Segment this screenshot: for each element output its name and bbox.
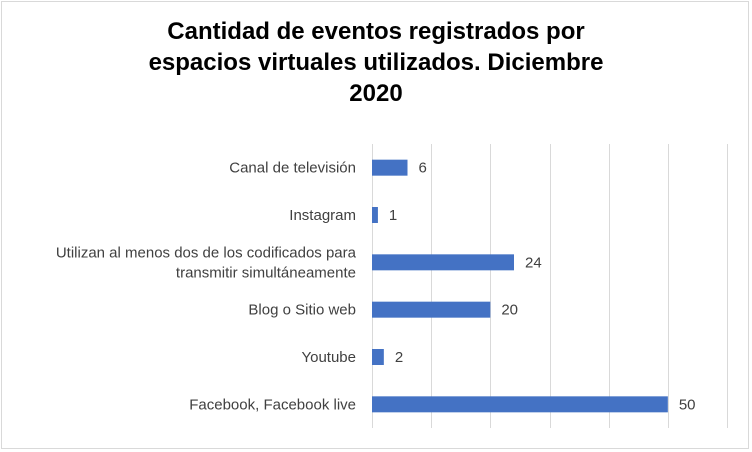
bar	[372, 207, 378, 223]
chart-title-line-1: Cantidad de eventos registrados por	[167, 18, 585, 45]
category-label: Blog o Sitio web	[248, 302, 356, 319]
category-label: Utilizan al menos dos de los codificados…	[56, 244, 357, 261]
category-label: Youtube	[301, 349, 356, 366]
data-label: 20	[501, 302, 518, 319]
bar	[372, 301, 491, 318]
data-label: 2	[395, 349, 403, 366]
data-label: 6	[419, 160, 427, 177]
chart-title-line-3: 2020	[349, 80, 403, 107]
bar	[372, 159, 408, 176]
category-label: transmitir simultáneamente	[176, 264, 356, 281]
category-label: Instagram	[289, 207, 356, 224]
bar	[372, 254, 514, 271]
data-label: 1	[389, 207, 397, 224]
bar	[372, 349, 384, 365]
category-label: Facebook, Facebook live	[189, 396, 356, 413]
chart-title-line-2: espacios virtuales utilizados. Diciembre	[148, 49, 604, 76]
data-label: 24	[525, 254, 542, 271]
chart-title: Cantidad de eventos registrados por espa…	[0, 16, 752, 109]
data-label: 50	[679, 396, 696, 413]
bar	[372, 396, 668, 413]
category-label: Canal de televisión	[229, 160, 356, 177]
